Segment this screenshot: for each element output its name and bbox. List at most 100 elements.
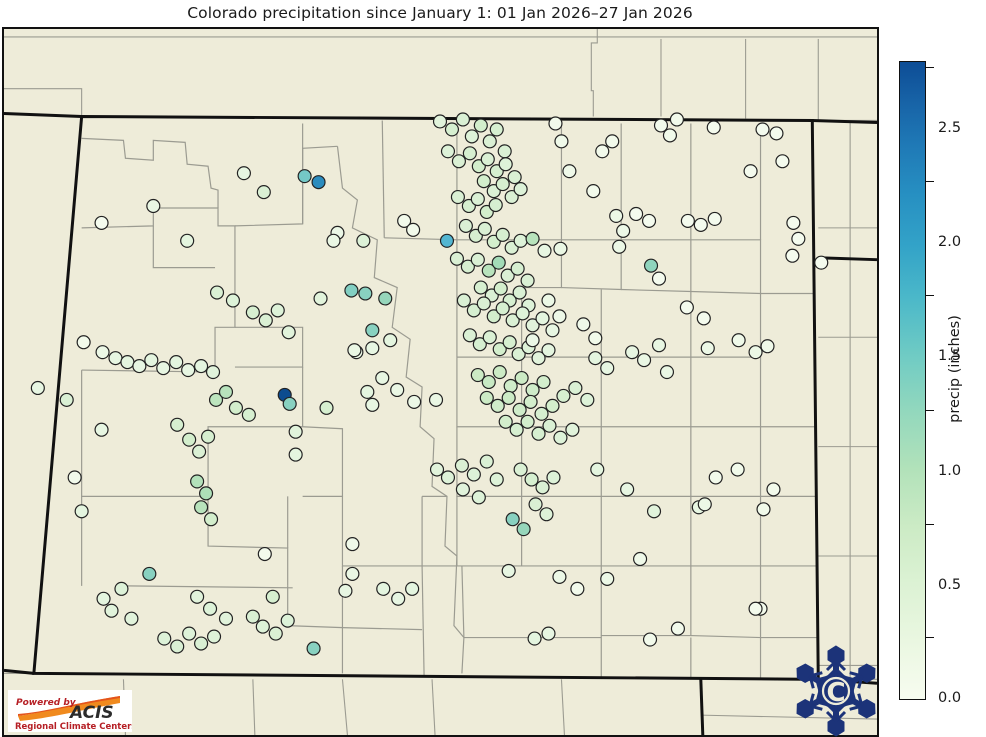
station-point[interactable] [182, 626, 197, 641]
station-point[interactable] [407, 394, 422, 409]
station-point[interactable] [511, 347, 526, 362]
station-point[interactable] [144, 353, 159, 368]
station-point[interactable] [766, 482, 781, 497]
station-point[interactable] [458, 218, 473, 233]
station-point[interactable] [520, 414, 535, 429]
station-point[interactable] [365, 397, 380, 412]
station-point[interactable] [546, 470, 561, 485]
station-point[interactable] [326, 233, 341, 248]
station-point[interactable] [554, 134, 569, 149]
station-point[interactable] [479, 454, 494, 469]
station-point[interactable] [679, 300, 694, 315]
station-point[interactable] [476, 296, 491, 311]
station-point[interactable] [181, 363, 196, 378]
station-point[interactable] [633, 551, 648, 567]
station-point[interactable] [528, 497, 543, 512]
station-point[interactable] [480, 152, 495, 167]
station-point[interactable] [481, 374, 496, 390]
station-point[interactable] [539, 507, 554, 522]
station-point[interactable] [462, 328, 477, 343]
station-point[interactable] [194, 636, 209, 651]
station-point[interactable] [482, 134, 497, 149]
station-point[interactable] [492, 364, 507, 380]
station-point[interactable] [769, 126, 784, 141]
station-point[interactable] [228, 400, 244, 415]
station-point[interactable] [775, 154, 790, 169]
station-point[interactable] [462, 146, 477, 161]
station-point[interactable] [74, 504, 89, 519]
station-point[interactable] [375, 370, 390, 386]
station-point[interactable] [490, 398, 505, 413]
station-point[interactable] [535, 480, 550, 495]
station-point[interactable] [636, 353, 652, 368]
station-point[interactable] [156, 361, 171, 376]
station-point[interactable] [552, 569, 567, 584]
station-point[interactable] [643, 258, 659, 273]
station-point[interactable] [495, 227, 510, 242]
station-point[interactable] [629, 206, 644, 222]
station-point[interactable] [659, 364, 675, 380]
station-point[interactable] [525, 318, 540, 333]
station-point[interactable] [360, 384, 375, 400]
station-point[interactable] [537, 243, 552, 258]
station-point[interactable] [257, 546, 272, 562]
station-point[interactable] [169, 355, 184, 370]
station-point[interactable] [306, 641, 321, 656]
station-point[interactable] [612, 239, 627, 254]
station-point[interactable] [697, 497, 712, 512]
station-point[interactable] [146, 198, 161, 214]
station-point[interactable] [114, 581, 129, 596]
station-point[interactable] [390, 382, 405, 398]
station-point[interactable] [192, 444, 207, 459]
station-point[interactable] [536, 374, 551, 390]
station-point[interactable] [760, 339, 775, 354]
station-point[interactable] [378, 291, 393, 306]
station-point[interactable] [651, 271, 667, 286]
station-point[interactable] [455, 112, 470, 127]
station-point[interactable] [455, 482, 470, 497]
station-point[interactable] [245, 305, 260, 320]
station-point[interactable] [590, 462, 605, 477]
station-point[interactable] [646, 504, 662, 519]
station-point[interactable] [124, 611, 139, 626]
station-point[interactable] [429, 462, 445, 477]
station-point[interactable] [473, 118, 488, 133]
station-point[interactable] [268, 626, 283, 641]
station-point[interactable] [473, 280, 488, 295]
station-point[interactable] [95, 345, 110, 360]
colorbar[interactable] [899, 61, 926, 700]
station-point[interactable] [488, 197, 503, 213]
station-point[interactable] [731, 333, 746, 348]
station-point[interactable] [470, 191, 485, 207]
station-point[interactable] [542, 418, 557, 433]
station-point[interactable] [570, 581, 585, 596]
station-point[interactable] [486, 309, 501, 324]
station-point[interactable] [586, 184, 601, 199]
station-point[interactable] [472, 337, 487, 352]
station-point[interactable] [680, 213, 695, 228]
station-point[interactable] [748, 345, 763, 360]
station-point[interactable] [653, 118, 669, 133]
station-point[interactable] [76, 335, 91, 350]
station-point[interactable] [576, 317, 591, 332]
station-point[interactable] [94, 422, 109, 437]
station-point[interactable] [588, 331, 603, 346]
station-point[interactable] [541, 626, 556, 641]
station-point[interactable] [545, 398, 560, 413]
station-point[interactable] [505, 313, 520, 328]
station-point[interactable] [288, 424, 303, 439]
station-point[interactable] [440, 144, 456, 159]
station-point[interactable] [505, 512, 520, 527]
station-point[interactable] [534, 406, 549, 421]
station-point[interactable] [440, 470, 456, 485]
station-point[interactable] [651, 338, 667, 353]
station-point[interactable] [642, 632, 658, 647]
station-point[interactable] [523, 394, 538, 409]
station-point[interactable] [501, 390, 516, 405]
station-point[interactable] [313, 291, 328, 306]
station-point[interactable] [209, 285, 225, 300]
station-point[interactable] [344, 283, 359, 298]
station-point[interactable] [670, 621, 685, 636]
station-point[interactable] [479, 390, 494, 405]
station-point[interactable] [476, 174, 491, 189]
